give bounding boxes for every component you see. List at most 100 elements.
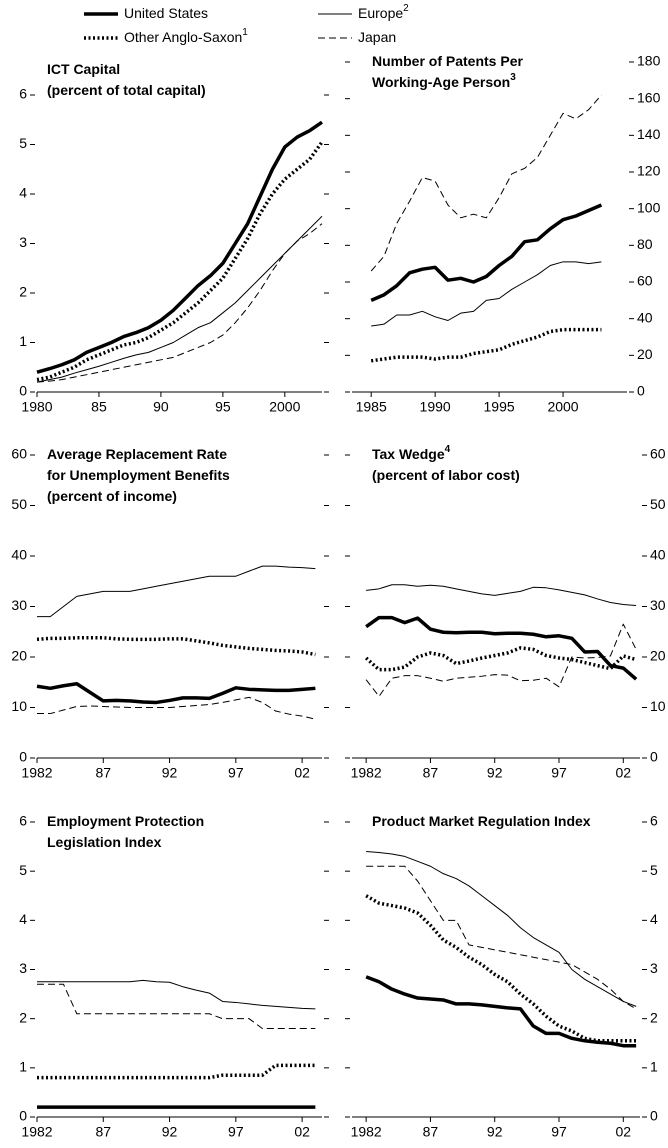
y-tick-label: 3 <box>19 234 27 250</box>
label-text: Number of Patents Per <box>372 53 523 69</box>
panel: Average Replacement Rate for Unemployment… <box>11 446 329 781</box>
x-tick-label: 02 <box>294 765 310 781</box>
x-tick-label: 85 <box>91 399 107 415</box>
x-tick-label: 1982 <box>351 765 382 781</box>
label-text: (percent of income) <box>47 488 177 504</box>
y-tick-label: 6 <box>19 813 27 829</box>
panel-title: for Unemployment Benefits <box>47 467 230 483</box>
series-line <box>37 565 316 618</box>
panel: Tax Wedge4 (percent of labor cost) 1982 87 9… <box>345 444 666 781</box>
y-tick-label: 50 <box>11 496 27 512</box>
x-tick-label: 87 <box>95 765 111 781</box>
y-tick-label: 40 <box>650 547 666 563</box>
y-tick-label: 3 <box>19 960 27 976</box>
series-line <box>364 646 637 672</box>
label-text: for Unemployment Benefits <box>47 467 230 483</box>
label: Japan <box>358 29 396 45</box>
series-line <box>370 327 602 363</box>
x-tick-label: 2000 <box>547 399 578 415</box>
y-tick-label: 2 <box>19 284 27 300</box>
panel: Product Market Regulation Index 1982 87 92 9… <box>345 813 658 1140</box>
panel-title: Employment Protection <box>47 813 204 829</box>
panel-title: ICT Capital <box>47 61 120 77</box>
footnote-mark: 4 <box>445 444 451 455</box>
panel-title: (percent of labor cost) <box>372 467 520 483</box>
series-line <box>36 141 324 382</box>
series-line <box>37 696 316 720</box>
x-tick-label: 92 <box>162 765 178 781</box>
label: Other Anglo-Saxon1 <box>124 27 248 45</box>
series-line <box>365 894 637 1043</box>
x-tick-label: 1990 <box>420 399 451 415</box>
x-tick-label: 92 <box>487 765 503 781</box>
series-line <box>37 1063 316 1080</box>
y-tick-label: 80 <box>637 236 653 252</box>
y-tick-label: 0 <box>650 749 658 765</box>
y-tick-label: 10 <box>650 698 666 714</box>
x-tick-label: 02 <box>615 765 631 781</box>
x-tick-label: 87 <box>423 1124 439 1140</box>
x-tick-label: 1995 <box>484 399 515 415</box>
x-tick-label: 97 <box>551 1124 567 1140</box>
y-tick-label: 0 <box>650 1108 658 1124</box>
series-line <box>36 223 323 383</box>
x-tick-label: 1982 <box>351 1124 382 1140</box>
label-text: Average Replacement Rate <box>47 446 227 462</box>
x-tick-label: 90 <box>153 399 169 415</box>
series-line <box>36 682 316 705</box>
x-tick-label: 1982 <box>21 1124 52 1140</box>
label-text: Legislation Index <box>47 834 162 850</box>
y-tick-label: 160 <box>637 89 661 105</box>
label-text: Tax Wedge <box>372 446 445 462</box>
series-line <box>365 623 637 697</box>
footnote-mark: 3 <box>510 72 516 83</box>
panel-title: (percent of total capital) <box>47 82 206 98</box>
panel-title: Working-Age Person3 <box>372 72 516 90</box>
panel-title: Average Replacement Rate <box>47 446 227 462</box>
footnote-mark: 2 <box>403 3 409 14</box>
series-line <box>370 203 603 302</box>
series-line <box>370 94 602 272</box>
label-text: Japan <box>358 29 396 45</box>
y-tick-label: 120 <box>637 163 661 179</box>
y-tick-label: 1 <box>650 1059 658 1075</box>
y-tick-label: 0 <box>19 1108 27 1124</box>
x-tick-label: 02 <box>615 1124 631 1140</box>
y-tick-label: 3 <box>650 960 658 976</box>
x-tick-label: 97 <box>228 1124 244 1140</box>
y-tick-label: 100 <box>637 199 661 215</box>
y-tick-label: 4 <box>650 911 658 927</box>
y-tick-label: 140 <box>637 126 661 142</box>
y-tick-label: 4 <box>19 185 27 201</box>
y-tick-label: 4 <box>19 911 27 927</box>
legend: United States Other Anglo-Saxon1 Europe2 Ja… <box>84 3 409 45</box>
label-text: United States <box>124 5 208 21</box>
series-line <box>365 975 637 1048</box>
y-tick-label: 40 <box>11 547 27 563</box>
x-tick-label: 97 <box>228 765 244 781</box>
series-line <box>36 120 323 374</box>
series-line <box>36 215 323 383</box>
y-tick-label: 60 <box>637 273 653 289</box>
series-line <box>365 615 638 681</box>
y-tick-label: 0 <box>19 749 27 765</box>
y-tick-label: 30 <box>650 597 666 613</box>
x-tick-label: 92 <box>162 1124 178 1140</box>
y-tick-label: 5 <box>19 135 27 151</box>
x-tick-label: 97 <box>551 765 567 781</box>
panel-title: (percent of income) <box>47 488 177 504</box>
x-tick-label: 95 <box>215 399 231 415</box>
y-tick-label: 6 <box>650 813 658 829</box>
panel-title: Tax Wedge4 <box>372 444 451 462</box>
panel: ICT Capital (percent of total capital) 198… <box>19 61 329 415</box>
y-tick-label: 60 <box>650 446 666 462</box>
label-text: Working-Age Person <box>372 74 510 90</box>
series-line <box>37 983 316 1029</box>
y-tick-label: 30 <box>11 597 27 613</box>
label-text: Other Anglo-Saxon <box>124 29 242 45</box>
series-line <box>366 865 637 1010</box>
label: Europe2 <box>358 3 409 21</box>
x-tick-label: 1985 <box>356 399 387 415</box>
label-text: Product Market Regulation Index <box>372 813 591 829</box>
